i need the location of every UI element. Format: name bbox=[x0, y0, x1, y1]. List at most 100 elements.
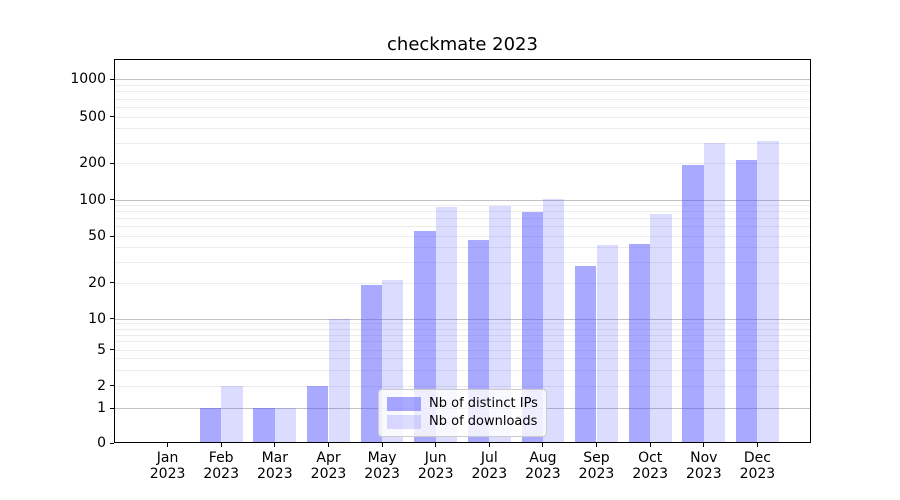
gridline-minor bbox=[115, 163, 810, 165]
x-tick-label-jun: Jun 2023 bbox=[401, 450, 471, 482]
x-tick-year: 2023 bbox=[417, 466, 454, 482]
bar-downloads-apr bbox=[328, 318, 350, 443]
x-tick-jan bbox=[167, 443, 169, 447]
gridline-minor bbox=[115, 98, 810, 100]
bar-downloads-feb bbox=[221, 385, 243, 443]
x-tick-year: 2023 bbox=[256, 466, 293, 482]
bar-downloads-oct bbox=[650, 214, 672, 443]
y-tick-label-50: 50 bbox=[88, 228, 106, 244]
y-tick-50 bbox=[110, 235, 114, 237]
x-tick-label-mar: Mar 2023 bbox=[240, 450, 310, 482]
x-tick-label-dec: Dec 2023 bbox=[722, 450, 792, 482]
bar-distinct-ips-feb bbox=[199, 408, 222, 443]
x-tick-label-feb: Feb 2023 bbox=[186, 450, 256, 482]
x-tick-year: 2023 bbox=[578, 466, 615, 482]
x-tick-month: Oct bbox=[638, 450, 663, 466]
x-tick-month: Sep bbox=[583, 450, 610, 466]
gridline-minor bbox=[115, 262, 810, 263]
y-tick-label-1000: 1000 bbox=[70, 71, 106, 88]
gridline-minor bbox=[115, 116, 810, 118]
x-tick-label-apr: Apr 2023 bbox=[294, 450, 364, 482]
x-tick-label-jan: Jan 2023 bbox=[133, 450, 203, 482]
y-tick-label-10: 10 bbox=[88, 310, 106, 327]
y-tick-20 bbox=[110, 282, 114, 284]
gridline-minor bbox=[115, 106, 810, 108]
gridline-minor bbox=[115, 128, 810, 130]
y-tick-200 bbox=[110, 162, 114, 164]
bar-distinct-ips-sep bbox=[575, 265, 597, 443]
bar-downloads-jul bbox=[489, 205, 511, 443]
gridline-minor bbox=[115, 349, 810, 351]
y-tick-label-500: 500 bbox=[79, 108, 106, 125]
y-tick-100 bbox=[110, 199, 114, 200]
y-tick-10 bbox=[110, 318, 114, 320]
gridline-major bbox=[115, 318, 810, 320]
x-tick-aug bbox=[542, 443, 544, 447]
gridline-minor bbox=[115, 91, 810, 93]
gridline-minor bbox=[115, 323, 810, 325]
x-tick-month: Jul bbox=[480, 450, 498, 466]
legend-item-distinct-ips: Nb of distinct IPs bbox=[387, 396, 538, 412]
gridline-minor bbox=[115, 205, 810, 206]
gridline-major bbox=[115, 79, 810, 81]
gridline-minor bbox=[115, 142, 810, 144]
bar-distinct-ips-nov bbox=[682, 164, 704, 443]
bar-distinct-ips-may bbox=[360, 285, 383, 443]
y-tick-500 bbox=[110, 116, 114, 118]
x-tick-year: 2023 bbox=[739, 466, 776, 482]
x-tick-year: 2023 bbox=[685, 466, 722, 482]
gridline-minor bbox=[115, 236, 810, 237]
gridline-minor bbox=[115, 341, 810, 343]
bar-downloads-mar bbox=[274, 408, 297, 443]
gridline-minor bbox=[115, 211, 810, 213]
x-tick-label-jul: Jul 2023 bbox=[454, 450, 524, 482]
gridline-minor bbox=[115, 218, 810, 220]
y-tick-label-2: 2 bbox=[97, 377, 106, 394]
y-tick-label-0: 0 bbox=[97, 435, 106, 451]
x-tick-jun bbox=[435, 443, 437, 447]
x-tick-mar bbox=[274, 443, 276, 447]
x-tick-month: Jan bbox=[156, 450, 179, 466]
y-tick-label-100: 100 bbox=[79, 191, 106, 208]
x-tick-feb bbox=[220, 443, 222, 447]
gridline-minor bbox=[115, 334, 810, 336]
legend-item-downloads: Nb of downloads bbox=[387, 414, 538, 430]
bar-downloads-aug bbox=[542, 198, 565, 443]
y-tick-5 bbox=[110, 349, 114, 350]
x-tick-month: Jun bbox=[424, 450, 447, 466]
gridline-minor bbox=[115, 358, 810, 360]
x-tick-month: Nov bbox=[690, 450, 718, 466]
gridline-minor bbox=[115, 282, 810, 284]
x-tick-may bbox=[381, 443, 383, 447]
bar-downloads-dec bbox=[757, 141, 779, 443]
x-tick-month: Feb bbox=[208, 450, 234, 466]
gridline-major bbox=[115, 199, 810, 201]
x-tick-label-may: May 2023 bbox=[347, 450, 417, 482]
y-tick-label-5: 5 bbox=[97, 341, 106, 358]
x-tick-apr bbox=[328, 443, 329, 447]
legend-label-distinct-ips: Nb of distinct IPs bbox=[429, 396, 538, 411]
bar-distinct-ips-oct bbox=[628, 243, 651, 443]
x-tick-month: Apr bbox=[316, 450, 341, 466]
y-tick-1000 bbox=[110, 78, 114, 80]
x-tick-oct bbox=[649, 443, 651, 447]
bar-distinct-ips-aug bbox=[521, 211, 543, 443]
x-tick-sep bbox=[596, 443, 597, 447]
legend-label-downloads: Nb of downloads bbox=[429, 414, 538, 429]
y-tick-1 bbox=[110, 407, 114, 409]
gridline-minor bbox=[115, 226, 810, 228]
x-tick-month: Dec bbox=[743, 450, 771, 466]
y-tick-2 bbox=[110, 385, 114, 387]
y-tick-label-200: 200 bbox=[79, 155, 106, 172]
legend: Nb of distinct IPs Nb of downloads bbox=[378, 389, 547, 437]
x-tick-year: 2023 bbox=[203, 466, 239, 482]
bar-distinct-ips-apr bbox=[307, 385, 329, 443]
x-tick-year: 2023 bbox=[310, 466, 347, 482]
x-tick-label-oct: Oct 2023 bbox=[615, 450, 685, 482]
legend-swatch-downloads bbox=[387, 415, 421, 429]
gridline-minor bbox=[115, 247, 810, 249]
x-tick-year: 2023 bbox=[364, 466, 400, 482]
gridline-minor bbox=[115, 85, 810, 86]
chart-title: checkmate 2023 bbox=[387, 34, 538, 55]
